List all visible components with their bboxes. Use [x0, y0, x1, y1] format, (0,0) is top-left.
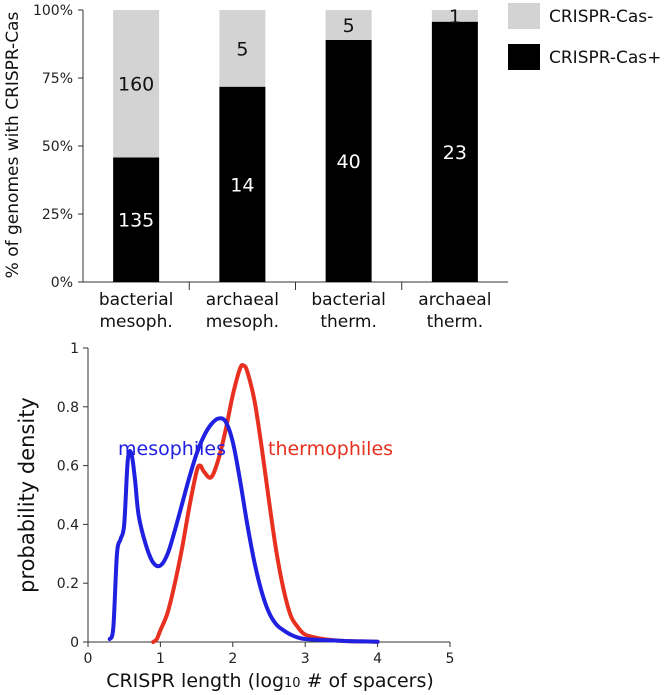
thermophiles-annotation: thermophiles — [268, 438, 393, 460]
bar-segment-cas-minus — [219, 10, 266, 87]
bottom-y-tick-label: 1 — [70, 341, 79, 357]
category-label-line2: therm. — [320, 312, 377, 332]
bar-data-label: 160 — [118, 74, 154, 96]
bottom-x-tick-label: 5 — [446, 651, 455, 667]
bar-data-label: 5 — [343, 15, 355, 37]
bar-data-label: 40 — [337, 151, 361, 173]
category-label-line2: therm. — [427, 312, 484, 332]
legend-swatch — [508, 3, 540, 29]
density-line-mesophiles — [107, 416, 380, 644]
bar-segment-cas-plus — [113, 157, 160, 282]
bar-segment-cas-plus — [325, 39, 372, 282]
category-label-line2: mesoph. — [100, 312, 173, 332]
category-label-line1: archaeal — [206, 290, 279, 310]
top-legend: CRISPR-Cas- CRISPR-Cas+ — [508, 3, 661, 70]
stacked-bar-chart: % of genomes with CRISPR-Cas 0% 25% 50% 75%… — [3, 3, 661, 332]
category-label-line1: bacterial — [99, 290, 174, 310]
legend-label: CRISPR-Cas- — [549, 7, 653, 27]
density-line-chart: probability density CRISPR length (log10… — [15, 341, 454, 692]
bottom-x-tick-label: 2 — [228, 651, 237, 667]
category-label-line1: archaeal — [418, 290, 491, 310]
legend-swatch — [508, 44, 540, 70]
bar-segment-cas-minus — [431, 10, 478, 22]
bottom-x-axis-label: CRISPR length (log10 # of spacers) — [106, 670, 434, 692]
bar-data-label: 14 — [230, 174, 254, 196]
bottom-y-tick-label: 0 — [70, 635, 79, 651]
bottom-y-tick-label: 0.6 — [57, 459, 79, 475]
density-line-thermophiles — [151, 363, 380, 644]
bar-segment-cas-plus — [219, 86, 266, 282]
bottom-y-tick-label: 0.4 — [57, 517, 79, 533]
top-y-axis-label: % of genomes with CRISPR-Cas — [3, 12, 23, 279]
bottom-x-tick-label: 1 — [156, 651, 165, 667]
top-y-tick-label: 75% — [42, 71, 73, 87]
bar-segment-cas-minus — [325, 10, 372, 40]
bottom-y-tick-label: 0.8 — [57, 400, 79, 416]
bottom-x-tick-label: 3 — [301, 651, 310, 667]
mesophiles-annotation: mesophiles — [118, 438, 226, 460]
bar-data-label: 23 — [443, 142, 467, 164]
bottom-x-tick-label: 4 — [373, 651, 382, 667]
legend-label: CRISPR-Cas+ — [549, 48, 661, 68]
bottom-y-tick-label: 0.2 — [57, 576, 79, 592]
top-y-tick-label: 50% — [42, 139, 73, 155]
bar-segment-cas-minus — [113, 10, 160, 158]
bar-data-label: 135 — [118, 210, 154, 232]
bar-segment-cas-plus — [431, 21, 478, 283]
category-label-line2: mesoph. — [206, 312, 279, 332]
top-y-tick-label: 0% — [51, 275, 73, 291]
category-label-line1: bacterial — [311, 290, 386, 310]
bar-data-label: 5 — [236, 38, 248, 60]
top-y-tick-label: 25% — [42, 207, 73, 223]
bottom-x-tick-label: 0 — [84, 651, 93, 667]
bar-data-label: 1 — [449, 6, 461, 28]
top-y-tick-label: 100% — [33, 3, 73, 19]
bottom-y-axis-label: probability density — [15, 397, 39, 593]
